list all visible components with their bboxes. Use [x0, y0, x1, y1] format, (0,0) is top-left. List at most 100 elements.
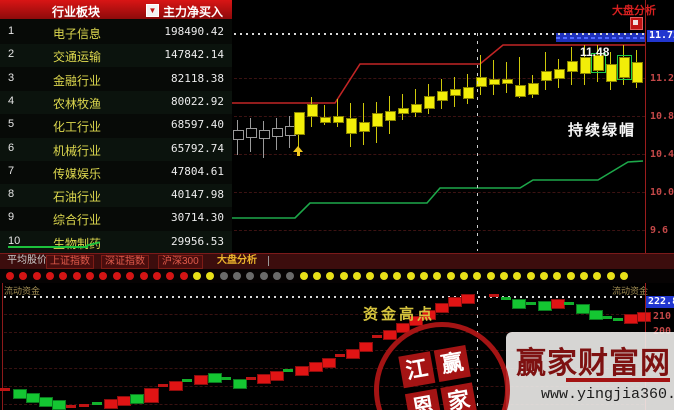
candle: [246, 128, 257, 138]
sort-descending-icon[interactable]: ▼: [146, 4, 159, 17]
signal-dot: [606, 272, 615, 280]
flow-brick: [295, 366, 309, 376]
signal-dot: [540, 272, 548, 280]
signal-dot: [366, 272, 375, 280]
table-row[interactable]: 3 金融行业 82118.38: [0, 68, 232, 91]
signal-dot: [112, 272, 121, 280]
column-header-sector[interactable]: 行业板块: [52, 5, 101, 19]
tab-大盘分析[interactable]: 大盘分析: [217, 255, 257, 266]
flow-brick: [270, 371, 284, 381]
signal-dot-ribbon: [0, 269, 674, 283]
signal-dot: [99, 272, 108, 280]
candle: [437, 91, 448, 101]
row-rank: 9: [8, 211, 15, 224]
candle: [554, 69, 565, 79]
candle: [398, 108, 409, 114]
candle: [372, 113, 383, 127]
row-net-buy-value: 198490.42: [164, 25, 224, 38]
candle: [515, 85, 526, 97]
tab-深证指数[interactable]: 深证指数: [101, 255, 149, 269]
candle: [359, 122, 370, 132]
candle: [307, 104, 318, 117]
tab-平均股价[interactable]: 平均股价: [7, 255, 47, 266]
signal-dot: [6, 272, 14, 280]
candle: [424, 96, 435, 109]
signal-dot: [152, 272, 161, 280]
table-row[interactable]: 1 电子信息 198490.42: [0, 21, 232, 44]
row-rank: 8: [8, 188, 15, 201]
flow-brick: [283, 369, 293, 372]
table-row[interactable]: 2 交通运输 147842.14: [0, 44, 232, 68]
signal-dot: [419, 272, 428, 280]
row-net-buy-value: 80022.92: [171, 94, 224, 108]
candle: [259, 130, 270, 139]
row-net-buy-value: 29956.53: [171, 234, 224, 248]
flow-brick: [448, 297, 462, 307]
flow-brick: [26, 393, 40, 403]
axis-tick-label: 9.6: [650, 225, 669, 236]
row-net-buy-value: 47804.61: [171, 164, 224, 178]
signal-dot: [126, 272, 135, 280]
watermark-divider-bar: [566, 378, 670, 382]
signal-dot: [499, 272, 508, 280]
flow-label-left: 流动资金: [4, 286, 41, 296]
flow-brick: [158, 384, 168, 387]
current-price-label: 11.72: [647, 30, 674, 42]
signal-dot: [379, 272, 388, 280]
row-rank: 2: [8, 48, 15, 61]
row-sector-name: 石油行业: [53, 190, 102, 205]
signal-dot: [486, 272, 495, 280]
signal-dot: [166, 272, 175, 280]
flow-brick: [396, 323, 410, 333]
tab-沪深300[interactable]: 沪深300: [158, 255, 203, 269]
signal-dot: [473, 272, 482, 280]
lower-green-indicator-line: [232, 160, 644, 219]
seal-character: 家: [440, 382, 478, 410]
table-row[interactable]: 6 机械行业 65792.74: [0, 137, 232, 161]
column-header-main-net-buy[interactable]: 主力净买入: [163, 5, 224, 19]
signal-dot: [259, 272, 268, 280]
main-candlestick-chart[interactable]: 11.48 持续绿帽 大盘分析 11.72 11.2 10.8 10.4 10.0 9.…: [232, 0, 674, 253]
flow-brick: [602, 316, 612, 319]
candle: [489, 79, 500, 85]
row-rank: 4: [8, 94, 15, 107]
table-row[interactable]: 5 化工行业 68597.40: [0, 114, 232, 137]
signal-dot: [326, 272, 335, 280]
table-row[interactable]: 8 石油行业 40147.98: [0, 184, 232, 208]
row-net-buy-value: 40147.98: [171, 188, 224, 202]
table-row[interactable]: 7 传媒娱乐 47804.61: [0, 161, 232, 184]
signal-dot: [593, 272, 602, 280]
annotation-capital-peak: 资金高点: [363, 306, 436, 323]
sector-table: 行业板块 ▼ 主力净买入 1 电子信息 198490.42 2 交通运输 147842.1…: [0, 0, 232, 254]
flow-brick: [104, 399, 118, 409]
panel-grid-icon[interactable]: [630, 17, 643, 30]
green-cap-marker: [617, 55, 632, 80]
signal-dot: [246, 272, 255, 280]
flow-brick: [551, 299, 565, 309]
right-axis-line: [645, 0, 646, 253]
signal-dot: [299, 272, 308, 280]
money-flow-chart[interactable]: 流动资金 流动资金 资金高点 222.80 210 200: [0, 283, 674, 410]
flow-brick: [526, 302, 536, 305]
sector-table-header[interactable]: 行业板块 ▼ 主力净买入: [0, 0, 232, 19]
tab-上证指数[interactable]: 上证指数: [46, 255, 94, 269]
panel-title: 大盘分析: [612, 5, 656, 17]
table-row[interactable]: 9 综合行业 30714.30: [0, 207, 232, 230]
flow-brick: [501, 297, 511, 300]
table-row[interactable]: 4 农林牧渔 80022.92: [0, 90, 232, 114]
signal-dot: [72, 272, 81, 280]
signal-dot: [433, 272, 442, 280]
flow-brick: [335, 354, 345, 357]
flow-brick: [564, 302, 574, 305]
seal-character: 赢: [433, 344, 471, 383]
table-row[interactable]: 10 生物制药 29956.53: [0, 230, 232, 254]
flow-brick: [92, 402, 102, 405]
crosshair-vline[interactable]: [477, 33, 478, 251]
signal-dot: [273, 272, 281, 280]
row-sector-name: 金融行业: [53, 73, 102, 88]
flow-brick: [257, 374, 271, 384]
signal-dot: [566, 272, 575, 280]
candle: [580, 57, 591, 74]
row-sector-name: 传媒娱乐: [53, 166, 102, 181]
flow-brick: [66, 405, 76, 408]
